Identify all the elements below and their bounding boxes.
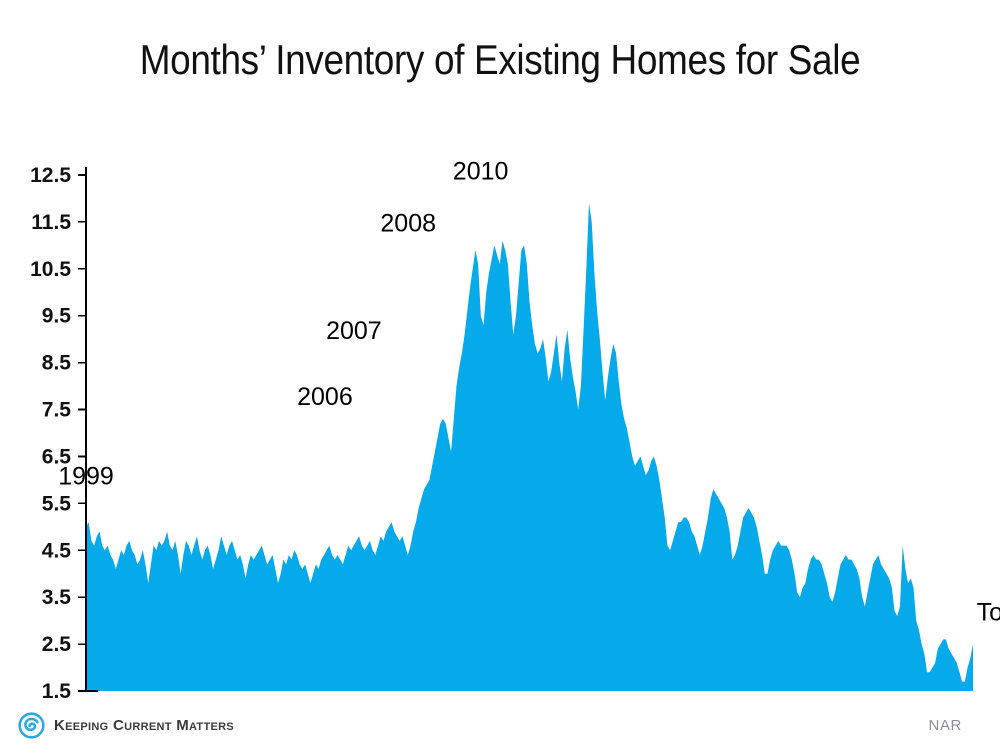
y-axis-tick-label: 10.5 [30,258,71,281]
brand-logo-block: Keeping Current Matters [18,712,234,739]
y-axis-tick-label: 12.5 [30,164,71,187]
chart-footer: Keeping Current Matters NAR [0,704,1000,750]
y-axis-tick-label: 5.5 [42,492,72,515]
annotation-1999: 1999 [58,463,114,491]
chart-axis [78,167,98,692]
annotation-today: Today [977,599,1000,627]
inventory-area-path [86,203,973,691]
y-axis-tick-label: 7.5 [42,399,72,422]
annotation-2007: 2007 [326,317,382,345]
chart-annotations: 1999 2006 2007 2008 2010 Today [58,158,1000,627]
data-area-series [86,203,973,691]
annotation-2010: 2010 [453,158,509,186]
spiral-circle-icon [18,712,45,739]
brand-name-label: Keeping Current Matters [54,717,234,734]
y-axis-tick-label: 11.5 [31,211,71,234]
y-axis-tick-label: 8.5 [42,352,72,375]
annotation-2006: 2006 [297,383,353,411]
page-title: Months’ Inventory of Existing Homes for … [139,36,861,83]
source-attribution: NAR [928,717,962,734]
annotation-2008: 2008 [380,209,436,237]
y-axis-tick-label: 2.5 [42,633,72,656]
y-axis-tick-label: 6.5 [42,445,72,468]
y-axis-tick-labels: 12.5 11.5 10.5 9.5 8.5 7.5 6.5 5.5 4.5 3.5 2.5 1.5 [30,164,71,703]
y-axis-tick-label: 9.5 [42,305,72,328]
y-axis-tick-label: 4.5 [42,539,72,562]
y-axis-tick-label: 3.5 [42,586,72,609]
y-axis-tick-label: 1.5 [42,680,72,703]
